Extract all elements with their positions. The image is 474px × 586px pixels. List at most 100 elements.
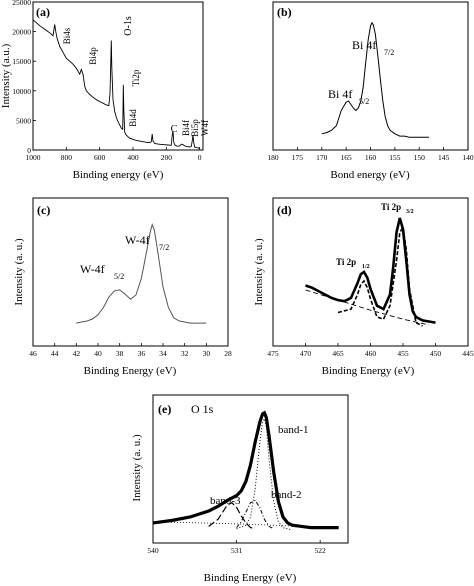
x-tick-label: 800 bbox=[61, 153, 73, 162]
panel-b-bi4f-line bbox=[321, 21, 429, 138]
x-tick-label: 150 bbox=[414, 153, 426, 162]
x-tick-label: 165 bbox=[341, 153, 353, 162]
x-tick-label: 455 bbox=[397, 349, 409, 358]
panel-b-label: (b) bbox=[277, 5, 292, 19]
x-tick-label: 28 bbox=[224, 349, 232, 358]
x-tick-label: 40 bbox=[94, 349, 102, 358]
peak-label-bi5p: Bi5p bbox=[190, 119, 200, 137]
panel-a-label: (a) bbox=[36, 5, 50, 19]
peak-label-bi4p: Bi4p bbox=[88, 47, 98, 65]
panel-e-baseline bbox=[152, 521, 339, 528]
peak-label-ti2p12: Ti 2p bbox=[336, 257, 356, 267]
peak-label-bi4f72: Bi 4f bbox=[352, 38, 376, 52]
panel-a-xlabel: Binding energy (eV) bbox=[73, 169, 164, 181]
x-tick-label: 145 bbox=[438, 153, 450, 162]
peak-label-bi4f52: Bi 4f bbox=[328, 87, 352, 101]
panel-e-label: (e) bbox=[158, 402, 171, 416]
x-tick-label: 460 bbox=[365, 349, 377, 358]
panel-c: (c) 46 44 42 40 38 36 34 32 30 28 Binding Energy … bbox=[13, 197, 232, 377]
x-tick-label: 32 bbox=[181, 349, 189, 358]
panel-e-data-line bbox=[152, 410, 339, 530]
panel-a-frame bbox=[32, 1, 204, 151]
peak-label-bi4f72-sub: 7/2 bbox=[384, 48, 394, 57]
y-tick-label: 5000 bbox=[16, 116, 31, 125]
peak-label-ti2p32: Ti 2p bbox=[381, 202, 401, 212]
peak-label-w4f52-sub: 5/2 bbox=[114, 272, 124, 281]
y-tick-label: 20000 bbox=[12, 28, 31, 37]
panel-c-label: (c) bbox=[37, 203, 50, 217]
x-tick-label: 180 bbox=[267, 153, 279, 162]
y-tick-label: 10000 bbox=[12, 87, 31, 96]
panel-e-band-3-line bbox=[208, 501, 256, 530]
x-tick-label: 140 bbox=[462, 153, 474, 162]
x-tick-label: 470 bbox=[300, 349, 312, 358]
x-tick-label: 44 bbox=[51, 349, 59, 358]
x-tick-label: 0 bbox=[198, 153, 202, 162]
panel-d-data-line bbox=[305, 217, 436, 324]
peak-label-bi4f: Bi4f bbox=[181, 120, 191, 136]
x-tick-label: 170 bbox=[316, 153, 328, 162]
panel-c-xlabel: Binding Energy (eV) bbox=[84, 365, 177, 377]
panel-a: (a) 1000 800 600 400 200 00500010000150002000… bbox=[0, 0, 210, 181]
x-tick-label: 160 bbox=[365, 153, 377, 162]
panel-a-ticks: 1000 800 600 400 200 005000100001500020000250… bbox=[12, 0, 202, 162]
panel-c-ticks: 46 44 42 40 38 36 34 32 30 28 bbox=[29, 343, 232, 358]
panel-e-frame bbox=[152, 394, 349, 544]
x-tick-label: 46 bbox=[29, 349, 37, 358]
peak-label-w4f72: W-4f bbox=[125, 233, 150, 247]
x-tick-label: 155 bbox=[389, 153, 401, 162]
x-tick-label: 400 bbox=[127, 153, 139, 162]
x-tick-label: 540 bbox=[147, 546, 159, 555]
peak-label-w4f72-sub: 7/2 bbox=[159, 243, 169, 252]
panel-c-frame bbox=[32, 197, 229, 347]
x-tick-label: 450 bbox=[430, 349, 442, 358]
x-tick-label: 465 bbox=[332, 349, 344, 358]
band-3-label: band-3 bbox=[210, 495, 241, 507]
x-tick-label: 600 bbox=[94, 153, 106, 162]
x-tick-label: 30 bbox=[203, 349, 211, 358]
panel-e-band-2-line bbox=[236, 499, 274, 530]
panel-d-ylabel: Intensity (a. u.) bbox=[253, 238, 265, 306]
panel-d-xlabel: Binding Energy (eV) bbox=[322, 365, 415, 377]
peak-label-o1s: O-1s bbox=[123, 16, 134, 36]
panel-c-w4f-line bbox=[76, 223, 207, 324]
panel-b-ticks: 180 175 170 165 160 155 150 145 140 bbox=[267, 147, 474, 162]
peak-label-w4f: W4f bbox=[200, 120, 210, 136]
peak-label-ti2p12-sub: 1/2 bbox=[362, 264, 370, 270]
panel-e-title: O 1s bbox=[191, 402, 214, 416]
peak-label-bi4f52-sub: 5/2 bbox=[359, 97, 369, 106]
y-tick-label: 25000 bbox=[12, 0, 31, 7]
peak-label-ti2p32-sub: 3/2 bbox=[406, 209, 414, 215]
panel-c-ylabel: Intensity (a. u.) bbox=[13, 238, 25, 306]
x-tick-label: 200 bbox=[161, 153, 173, 162]
x-tick-label: 531 bbox=[231, 546, 243, 555]
x-tick-label: 42 bbox=[73, 349, 81, 358]
panel-e: (e) 540 531 522 O 1s Binding Energy (eV) I… bbox=[131, 394, 349, 584]
x-tick-label: 1000 bbox=[26, 153, 41, 162]
peak-label-bi4d: Bi4d bbox=[128, 109, 138, 127]
y-tick-label: 0 bbox=[27, 146, 31, 155]
panel-d-label: (d) bbox=[277, 203, 292, 217]
panel-d-ticks: 475 470 465 460 455 450 445 bbox=[267, 343, 474, 358]
peak-label-bi4s: Bi4s bbox=[62, 27, 72, 44]
panel-b-frame bbox=[272, 1, 469, 151]
peak-label-w4f52: W-4f bbox=[80, 262, 105, 276]
x-tick-label: 475 bbox=[267, 349, 279, 358]
panel-b: (b) 180 175 170 165 160 155 150 145 140 Bond ene… bbox=[267, 1, 474, 181]
x-tick-label: 522 bbox=[315, 546, 327, 555]
panel-d-fit-line bbox=[337, 224, 423, 327]
x-tick-label: 34 bbox=[159, 349, 167, 358]
peak-label-ti2p: Ti2p bbox=[131, 69, 141, 86]
y-tick-label: 15000 bbox=[12, 57, 31, 66]
band-2-label: band-2 bbox=[271, 489, 302, 501]
band-1-label: band-1 bbox=[278, 424, 309, 436]
x-tick-label: 175 bbox=[292, 153, 304, 162]
panel-b-xlabel: Bond energy (eV) bbox=[330, 169, 410, 181]
panel-d: (d) 475 470 465 460 455 450 445 Binding Energy… bbox=[253, 197, 474, 377]
panel-e-ylabel: Intensity (a. u.) bbox=[131, 434, 143, 502]
panel-e-xlabel: Binding Energy (eV) bbox=[204, 572, 297, 584]
panel-a-survey-line bbox=[32, 19, 200, 149]
x-tick-label: 36 bbox=[138, 349, 146, 358]
panel-e-ticks: 540 531 522 bbox=[147, 540, 326, 555]
